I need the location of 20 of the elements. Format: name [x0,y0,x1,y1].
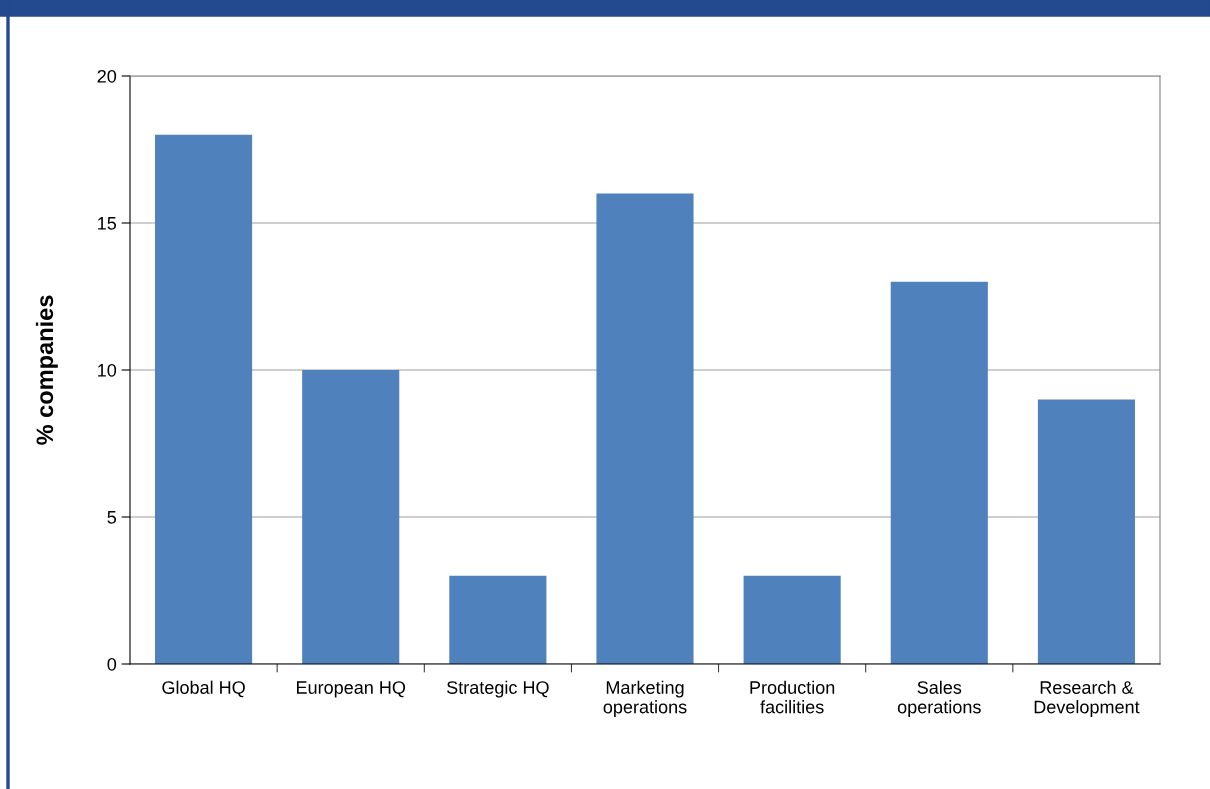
x-tick-label: European HQ [297,681,406,698]
x-tick-label: Sales operations [897,680,981,717]
bar [449,575,547,664]
x-tick-label: Strategic HQ [447,680,549,698]
y-tick-label: 5 [107,511,117,524]
y-tick-label: 10 [98,363,117,377]
y-axis-title: % companies [35,295,58,445]
bar [596,193,694,664]
bar [743,575,841,664]
bar [1037,399,1135,664]
x-tick-label: Research & Development [1034,680,1140,717]
bar [155,134,253,664]
y-tick-label: 15 [98,217,117,230]
x-tick-label: Marketing operations [603,680,687,717]
x-tick-label: Production facilities [750,680,835,714]
bar [890,281,988,664]
x-tick-label: Global HQ [162,680,245,698]
y-tick-label: 20 [97,69,117,83]
bar [302,370,400,664]
y-tick-label: 0 [107,657,117,671]
